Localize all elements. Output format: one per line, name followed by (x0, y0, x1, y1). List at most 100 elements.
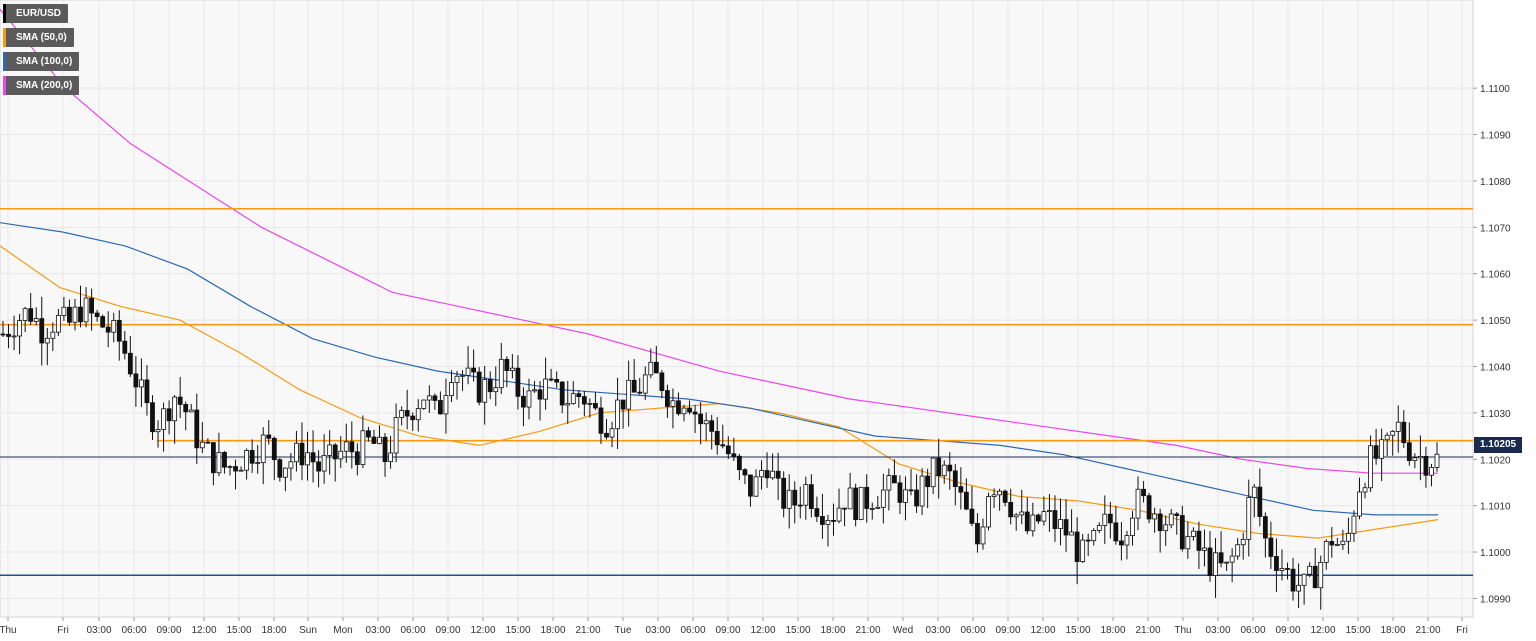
candle-body (432, 395, 438, 401)
candle-body (288, 461, 294, 469)
candle-body (482, 379, 488, 403)
x-tick-label: 06:00 (960, 625, 985, 636)
candle-body (1312, 565, 1318, 589)
candle-body (1085, 539, 1091, 542)
x-tick-label: Wed (893, 625, 913, 636)
candle-body (172, 396, 178, 422)
candle-body (1130, 517, 1135, 536)
candle-body (997, 490, 1003, 496)
sma-lines (0, 8, 1439, 539)
candle-body (521, 395, 526, 408)
candle-body (1179, 515, 1185, 550)
candle-body (842, 507, 847, 510)
candle-body (1251, 486, 1257, 498)
candle-body (1013, 514, 1019, 518)
candle-body (277, 459, 283, 478)
candle-body (687, 407, 692, 413)
candle-body (349, 441, 355, 453)
candle-body (78, 306, 83, 323)
y-tick-label: 1.0990 (1480, 594, 1511, 605)
x-tick-label: 15:00 (785, 625, 810, 636)
legend-item-sma-50[interactable]: SMA (50,0) (3, 28, 74, 47)
candle-body (487, 379, 493, 393)
candle-body (814, 508, 820, 517)
candle-body (925, 475, 931, 488)
candle-body (310, 452, 316, 463)
legend-item-sma-100[interactable]: SMA (100,0) (3, 52, 80, 71)
legend-swatch (3, 76, 6, 95)
candle-body (869, 508, 875, 510)
x-tick-label: 18:00 (540, 625, 565, 636)
candle-body (305, 452, 310, 466)
candle-body (155, 429, 161, 433)
x-tick-label: Tue (615, 625, 632, 636)
x-tick-label: 18:00 (820, 625, 845, 636)
candle-body (1384, 434, 1390, 441)
candle-body (388, 452, 393, 463)
candle-body (426, 395, 432, 401)
x-tick-label: 09:00 (1275, 625, 1300, 636)
x-tick-label: 12:00 (470, 625, 495, 636)
legend-label: SMA (200,0) (16, 80, 73, 91)
legend-item-eurusd[interactable]: EUR/USD (3, 4, 69, 23)
x-tick-label: Fri (1456, 625, 1468, 636)
x-tick-label: 21:00 (1135, 625, 1160, 636)
candle-body (991, 494, 997, 497)
candle-body (969, 508, 975, 524)
candle-body (249, 450, 255, 464)
candle-body (1157, 513, 1163, 532)
candle-body (332, 444, 338, 460)
candle-body (360, 430, 366, 465)
candle-body (271, 437, 277, 461)
candle-body (587, 402, 593, 405)
candle-body (670, 400, 676, 407)
candle-body (44, 337, 50, 344)
candle-body (1351, 515, 1357, 534)
candle-body (543, 378, 548, 400)
candle-body (604, 432, 609, 438)
candle-body (1246, 497, 1252, 540)
candle-body (775, 470, 781, 479)
candle-body (720, 444, 726, 447)
candle-body (100, 316, 106, 328)
candle-body (161, 408, 166, 430)
x-tick-label: 06:00 (400, 625, 425, 636)
candle-body (443, 395, 449, 415)
y-axis: 1.0990 1.1000 1.1010 1.1020 1.1030 1.1040 1.10… (1473, 84, 1511, 605)
candle-body (1307, 565, 1313, 575)
candle-body (233, 466, 238, 472)
candle-body (952, 470, 958, 487)
candle-body (681, 407, 687, 415)
sma-line (0, 222, 1438, 516)
candle-body (122, 340, 128, 354)
candle-body (631, 379, 637, 393)
candle-body (6, 333, 11, 337)
candle-body (759, 470, 764, 478)
candle-body (166, 408, 172, 422)
x-tick-label: Mon (333, 625, 352, 636)
candle-body (210, 442, 216, 474)
candle-body (1373, 445, 1379, 459)
candle-body (1390, 430, 1396, 436)
candle-body (133, 373, 139, 388)
candle-body (410, 415, 416, 421)
candle-body (1240, 539, 1246, 546)
candlesticks (0, 285, 1440, 610)
candle-body (1102, 513, 1108, 526)
candle-body (17, 320, 23, 337)
candle-body (676, 400, 681, 415)
candle-body (836, 507, 842, 522)
candle-body (1296, 584, 1301, 592)
candle-body (941, 464, 947, 477)
candle-body (1163, 524, 1169, 532)
legend-item-sma-200[interactable]: SMA (200,0) (3, 76, 80, 95)
candle-body (393, 417, 399, 454)
y-tick-label: 1.1090 (1480, 131, 1511, 142)
candle-body (371, 436, 377, 444)
candle-body (1406, 442, 1412, 461)
candle-body (908, 489, 914, 492)
x-tick-label: 12:00 (1310, 625, 1335, 636)
candle-body (736, 455, 742, 471)
candle-body (338, 450, 344, 460)
